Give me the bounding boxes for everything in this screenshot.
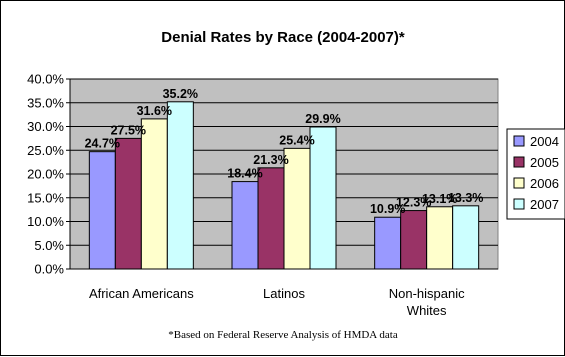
y-tick-label: 20.0%	[27, 167, 64, 182]
data-label: 21.3%	[253, 153, 288, 167]
chart-title: Denial Rates by Race (2004-2007)*	[161, 29, 405, 46]
data-label: 12.3%	[396, 196, 431, 210]
bar-2005	[257, 167, 285, 270]
bar-2007	[166, 101, 194, 270]
bar-2007	[309, 126, 337, 270]
bar-2004	[231, 181, 259, 270]
bar-2005	[114, 137, 142, 270]
bar-2006	[140, 118, 168, 270]
data-label: 25.4%	[279, 133, 314, 147]
x-category-label: African Americans	[89, 286, 194, 301]
y-tick-label: 15.0%	[27, 190, 64, 205]
data-labels: 24.7%27.5% 31.6% 35.2% 18.4%21.3% 25.4% 29.9%…	[85, 87, 484, 216]
bar-2006	[426, 206, 454, 270]
y-tick-label: 25.0%	[27, 143, 64, 158]
data-label: 18.4%	[227, 167, 262, 181]
y-tick-label: 40.0%	[27, 72, 64, 87]
y-axis: 0.0% 5.0% 10.0% 15.0% 20.0% 25.0% 30.0% 35.0% 40…	[27, 72, 71, 277]
bar-2004	[88, 151, 116, 270]
bars	[88, 101, 480, 270]
data-label: 13.1%	[422, 192, 457, 206]
legend-swatch-2004	[513, 135, 525, 147]
legend-swatch-2006	[513, 177, 525, 189]
x-category-label: Non-hispanic Whites	[389, 286, 465, 318]
footnote: *Based on Federal Reserve Analysis of HM…	[168, 329, 398, 341]
legend-label: 2006	[530, 176, 559, 191]
bar-2006	[283, 147, 311, 270]
bar-2004	[374, 216, 402, 270]
x-axis: African Americans Latinos Non-hispanic Whit…	[89, 286, 465, 318]
y-tick-label: 35.0%	[27, 95, 64, 110]
data-label: 13.3%	[448, 191, 483, 205]
legend-label: 2007	[530, 197, 559, 212]
data-label: 27.5%	[111, 123, 146, 137]
bar-2005	[400, 210, 428, 270]
data-label: 31.6%	[137, 104, 172, 118]
legend-swatch-2007	[513, 198, 525, 210]
legend-label: 2004	[530, 134, 559, 149]
data-label: 24.7%	[85, 137, 120, 151]
data-label: 29.9%	[305, 112, 340, 126]
legend-swatch-2005	[513, 156, 525, 168]
legend-label: 2005	[530, 155, 559, 170]
y-tick-label: 10.0%	[27, 214, 64, 229]
bar-2007	[452, 205, 480, 270]
y-tick-label: 5.0%	[34, 238, 64, 253]
data-label: 35.2%	[163, 87, 198, 101]
y-tick-label: 30.0%	[27, 119, 64, 134]
y-tick-label: 0.0%	[34, 262, 64, 277]
x-category-label: Latinos	[263, 286, 305, 301]
legend: 2004 2005 2006 2007	[506, 128, 565, 220]
data-label: 10.9%	[370, 202, 405, 216]
